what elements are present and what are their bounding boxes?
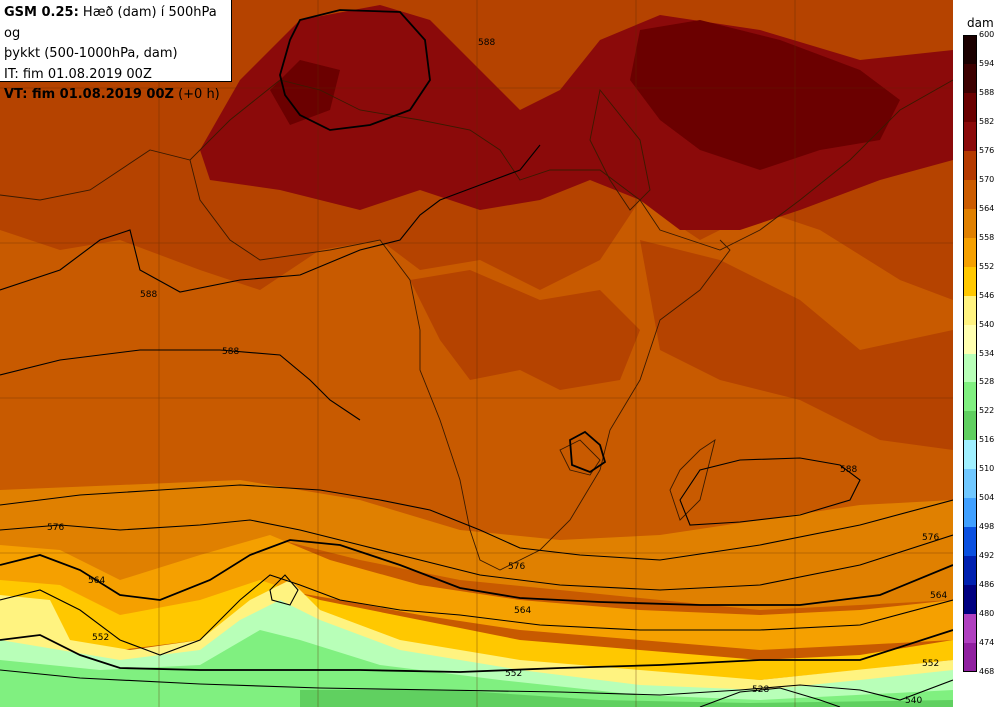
contour-label: 576 — [47, 523, 64, 533]
legend-swatch — [963, 643, 977, 673]
contour-label: 588 — [840, 465, 857, 475]
field-564 — [0, 480, 953, 610]
legend-tick-label: 558 — [979, 232, 995, 242]
valid-time: VT: fim 01.08.2019 00Z — [4, 87, 174, 102]
legend-tick-label: 546 — [979, 290, 995, 300]
legend-tick-label: 594 — [979, 58, 995, 68]
contour-label: 552 — [505, 669, 522, 679]
legend-tick-label: 492 — [979, 551, 995, 561]
legend-swatch — [963, 63, 977, 94]
legend-swatch — [963, 121, 977, 152]
title-line-2: þykkt (500-1000hPa, dam) — [4, 46, 178, 61]
contour-label: 576 — [508, 562, 525, 572]
legend-tick-label: 570 — [979, 174, 995, 184]
legend-tick-label: 564 — [979, 203, 995, 213]
forecast-hour: (+0 h) — [173, 87, 220, 102]
field-588-west — [270, 60, 340, 125]
legend-swatch — [963, 440, 977, 470]
legend-swatch — [963, 179, 977, 210]
field-576-east — [640, 240, 953, 450]
contour-labels: 588 588 588 588 576 576 576 564 564 564 … — [47, 38, 947, 706]
legend-swatch — [963, 614, 977, 644]
contour-label: 576 — [922, 533, 939, 543]
coastlines — [0, 79, 953, 571]
legend-swatch — [963, 469, 977, 499]
legend-swatch — [963, 585, 977, 615]
field-528 — [300, 690, 953, 707]
field-534 — [0, 630, 953, 707]
legend-swatch — [963, 498, 977, 528]
field-588 — [630, 20, 900, 170]
legend-tick-label: 528 — [979, 377, 995, 387]
legend-tick-label: 588 — [979, 87, 995, 97]
weather-map: 588 588 588 588 576 576 576 564 564 564 … — [0, 0, 953, 707]
title-line-4: VT: fim 01.08.2019 00Z (+0 h) — [4, 85, 231, 106]
legend-swatch — [963, 295, 977, 326]
legend-swatch — [963, 527, 977, 557]
legend-swatch — [963, 208, 977, 239]
height-contours — [0, 9, 953, 707]
legend-tick-label: 534 — [979, 348, 995, 358]
legend-swatch — [963, 150, 977, 181]
field-552 — [0, 580, 953, 680]
legend-tick-label: 510 — [979, 464, 995, 474]
legend-swatch — [963, 35, 977, 65]
legend-tick-label: 474 — [979, 638, 995, 648]
contour-label: 552 — [92, 633, 109, 643]
contour-label: 528 — [752, 685, 769, 695]
contour-label: 552 — [922, 659, 939, 669]
contour-label: 564 — [930, 591, 947, 601]
field-576-interior — [410, 270, 640, 390]
contour-label: 564 — [514, 606, 531, 616]
contour-label: 564 — [88, 576, 105, 586]
legend-swatch — [963, 556, 977, 586]
legend-swatch — [963, 266, 977, 297]
legend-tick-label: 486 — [979, 580, 995, 590]
legend-swatch — [963, 324, 977, 354]
legend-tick-label: 600 — [979, 30, 995, 39]
legend-tick-label: 504 — [979, 493, 995, 503]
legend-tick-label: 576 — [979, 145, 995, 155]
model-name: GSM 0.25: — [4, 5, 79, 20]
legend-tick-label: 582 — [979, 116, 995, 126]
title-line-3: IT: fim 01.08.2019 00Z — [4, 66, 152, 82]
legend-swatch — [963, 353, 977, 383]
contour-label: 588 — [140, 290, 157, 300]
legend-tick-label: 498 — [979, 522, 995, 532]
contour-label: 588 — [222, 347, 239, 357]
contour-label: 588 — [478, 38, 495, 48]
legend-tick-label: 522 — [979, 406, 995, 416]
map-title-box: GSM 0.25: Hæð (dam) í 500hPa og þykkt (5… — [0, 0, 232, 102]
title-line-1: GSM 0.25: Hæð (dam) í 500hPa og — [4, 3, 231, 44]
legend-tick-label: 540 — [979, 319, 995, 329]
contour-label: 540 — [905, 696, 922, 706]
legend-unit: dam — [967, 16, 994, 30]
legend-tick-label: 552 — [979, 261, 995, 271]
legend-tick-label: 480 — [979, 609, 995, 619]
legend-tick-label: 516 — [979, 435, 995, 445]
legend-frame — [963, 35, 977, 672]
field-558 — [0, 535, 953, 650]
legend-swatch — [963, 92, 977, 123]
legend-swatch — [963, 382, 977, 412]
title-field: Hæð (dam) í 500hPa og — [4, 5, 217, 41]
legend-swatch — [963, 411, 977, 441]
legend-swatch — [963, 237, 977, 268]
legend-tick-label: 468 — [979, 667, 995, 676]
